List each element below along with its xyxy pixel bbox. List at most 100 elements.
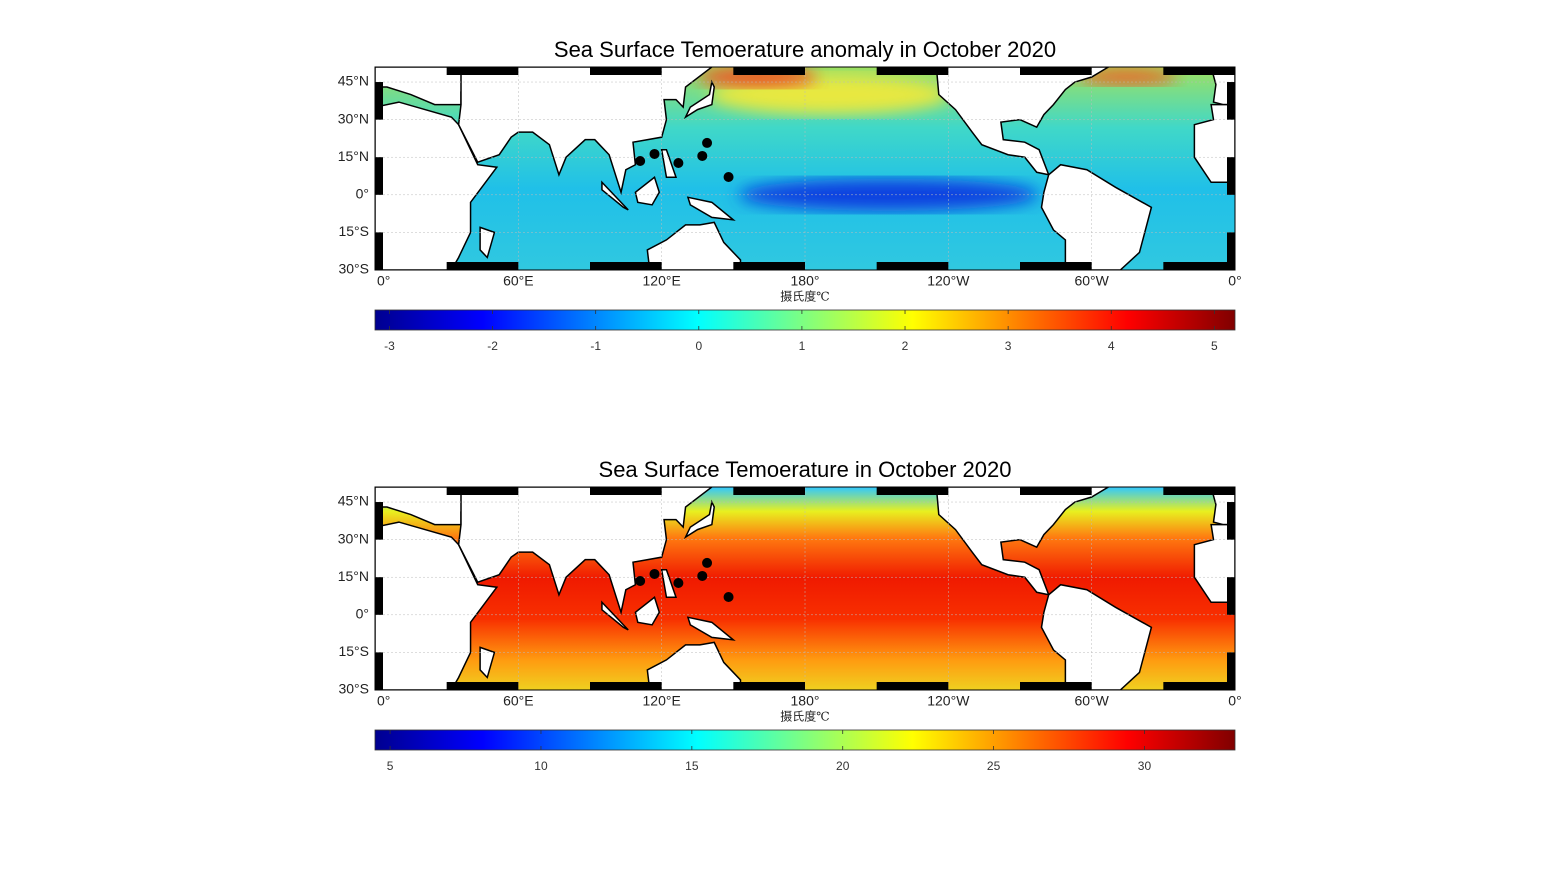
lon-tick-label: 180° xyxy=(791,273,820,289)
frame-segment xyxy=(375,232,383,270)
point xyxy=(723,172,734,183)
land xyxy=(601,180,629,211)
land xyxy=(457,487,714,616)
land xyxy=(375,521,499,690)
lat-tick-label: 0° xyxy=(356,186,369,202)
warm-patch xyxy=(1077,69,1178,86)
frame-segment xyxy=(1020,682,1092,690)
x-axis-label: 摄氏度℃ xyxy=(780,709,829,724)
frame-segment xyxy=(733,67,805,75)
land xyxy=(457,67,714,196)
frame-segment xyxy=(1163,682,1235,690)
land xyxy=(1193,523,1235,604)
colorbar-tick-label: 25 xyxy=(987,759,1001,773)
frame-segment xyxy=(375,157,383,195)
land xyxy=(660,148,678,179)
land xyxy=(935,487,1110,596)
land xyxy=(1040,163,1153,270)
point xyxy=(673,577,684,588)
land xyxy=(1193,103,1235,184)
land xyxy=(375,101,499,270)
frame-segment xyxy=(1020,262,1092,270)
colorbar-tick-label: -2 xyxy=(487,339,498,353)
land xyxy=(479,646,496,679)
lat-tick-label: 30°S xyxy=(338,261,369,277)
sea-field xyxy=(375,487,1235,690)
frame-segment xyxy=(733,682,805,690)
frame-segment xyxy=(1227,232,1235,270)
frame-segment xyxy=(1163,487,1235,495)
lon-tick-label: 0° xyxy=(377,273,390,289)
frame-segment xyxy=(1227,577,1235,615)
lat-tick-label: 30°N xyxy=(338,110,369,126)
frame-segment xyxy=(446,487,519,495)
frame-segment xyxy=(876,682,949,690)
land xyxy=(660,568,678,599)
frame-segment xyxy=(375,502,383,540)
frame-segment xyxy=(876,67,949,75)
land xyxy=(683,499,715,540)
point xyxy=(635,575,646,586)
lat-tick-label: 15°S xyxy=(338,643,369,659)
frame-segment xyxy=(1020,67,1092,75)
lon-tick-label: 120°E xyxy=(643,693,681,709)
lat-tick-label: 0° xyxy=(356,606,369,622)
frame-segment xyxy=(1163,67,1235,75)
land xyxy=(686,616,736,641)
point xyxy=(673,157,684,168)
lon-tick-label: 0° xyxy=(377,693,390,709)
land xyxy=(686,196,736,221)
lon-tick-label: 60°E xyxy=(503,273,534,289)
frame-segment xyxy=(876,262,949,270)
frame-segment xyxy=(446,67,519,75)
colorbar-tick-label: 4 xyxy=(1108,339,1115,353)
lat-tick-label: 15°N xyxy=(338,568,369,584)
frame-segment xyxy=(446,682,519,690)
frame-segment xyxy=(876,487,949,495)
lat-tick-label: 15°N xyxy=(338,148,369,164)
frame-segment xyxy=(1227,652,1235,690)
lat-tick-label: 30°N xyxy=(338,530,369,546)
point xyxy=(723,592,734,603)
lat-tick-label: 30°S xyxy=(338,681,369,697)
lon-tick-label: 0° xyxy=(1228,273,1241,289)
lat-tick-label: 45°N xyxy=(338,493,369,509)
frame-segment xyxy=(590,67,662,75)
frame-segment xyxy=(375,577,383,615)
colorbar-tick-label: 15 xyxy=(685,759,699,773)
land xyxy=(634,176,661,206)
lat-tick-label: 45°N xyxy=(338,73,369,89)
frame-segment xyxy=(375,82,383,120)
lon-tick-label: 180° xyxy=(791,693,820,709)
colorbar-tick-label: 10 xyxy=(534,759,548,773)
point xyxy=(635,155,646,166)
lon-tick-label: 0° xyxy=(1228,693,1241,709)
frame-segment xyxy=(1227,82,1235,120)
point xyxy=(697,570,708,581)
frame-segment xyxy=(375,652,383,690)
point xyxy=(702,137,713,148)
land xyxy=(601,600,629,631)
frame-segment xyxy=(1227,157,1235,195)
map-panel: Sea Surface Temoerature in October 2020 0… xyxy=(338,457,1242,773)
land xyxy=(634,596,661,626)
land xyxy=(935,67,1110,176)
colorbar xyxy=(374,309,1236,331)
colorbar xyxy=(374,729,1236,751)
lon-tick-label: 120°W xyxy=(927,273,970,289)
colorbar-tick-label: 30 xyxy=(1138,759,1152,773)
point xyxy=(649,568,660,579)
land xyxy=(479,226,496,259)
frame-segment xyxy=(1163,262,1235,270)
lon-tick-label: 60°E xyxy=(503,693,534,709)
frame-segment xyxy=(590,262,662,270)
map-panel: Sea Surface Temoerature anomaly in Octob… xyxy=(338,37,1242,353)
colorbar-tick-label: -3 xyxy=(384,339,395,353)
map-title: Sea Surface Temoerature in October 2020 xyxy=(599,457,1012,482)
point xyxy=(697,150,708,161)
frame-segment xyxy=(446,262,519,270)
frame-segment xyxy=(590,487,662,495)
land xyxy=(683,79,715,120)
colorbar-tick-label: 5 xyxy=(387,759,394,773)
